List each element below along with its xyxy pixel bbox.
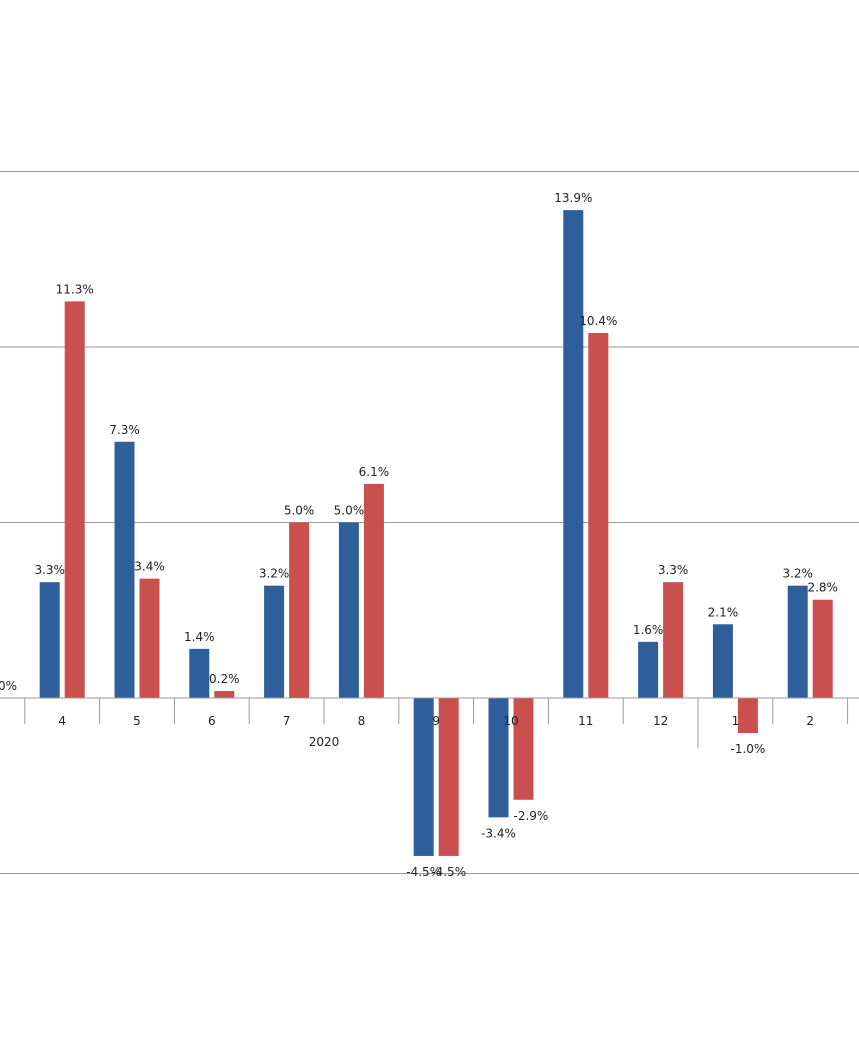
data-label: 2.8%	[807, 581, 838, 595]
bar	[663, 582, 684, 698]
data-label: 0.0%	[0, 679, 17, 693]
bar	[289, 522, 310, 698]
bar	[139, 578, 160, 698]
data-labels: 3.3% 7.3% 1.4% 3.2% 5.0% -4.5% -3.4% 13.9% 1.6% 2…	[0, 191, 838, 879]
category-label: 4	[58, 714, 66, 728]
bar	[39, 582, 60, 698]
bar	[712, 624, 733, 698]
category-label: 12	[653, 714, 668, 728]
data-label: -4.5%	[406, 865, 441, 879]
category-label: 7	[283, 714, 291, 728]
data-label: 1.4%	[184, 630, 215, 644]
category-label: 8	[358, 714, 366, 728]
bar	[189, 648, 210, 698]
bar	[114, 441, 135, 698]
bar	[513, 698, 534, 800]
data-label: -2.9%	[514, 809, 549, 823]
bar	[413, 698, 434, 856]
data-label: -1.0%	[730, 742, 765, 756]
data-label: -4.5%	[431, 865, 466, 879]
data-label: 3.2%	[782, 567, 813, 581]
data-label: 6.1%	[359, 465, 390, 479]
data-label: 5.0%	[284, 504, 315, 518]
bar	[488, 698, 509, 818]
bar	[812, 599, 833, 698]
data-label: 0.2%	[209, 672, 240, 686]
data-label: 2.1%	[708, 605, 739, 619]
bar	[787, 585, 808, 698]
data-label: 3.3%	[34, 563, 65, 577]
data-label: 3.2%	[259, 567, 290, 581]
data-label: 3.4%	[134, 560, 165, 574]
data-label: 5.0%	[334, 504, 365, 518]
bar	[737, 698, 758, 734]
category-label: 1	[732, 714, 740, 728]
data-label: 7.3%	[109, 423, 140, 437]
data-label: -3.4%	[481, 826, 516, 840]
category-label: 11	[578, 714, 593, 728]
bars	[39, 210, 833, 856]
bar	[588, 332, 609, 698]
data-label: 1.6%	[633, 623, 664, 637]
bar	[64, 301, 85, 698]
bar	[363, 483, 384, 698]
category-label: 6	[208, 714, 216, 728]
category-label: 9	[432, 714, 440, 728]
data-label: 3.3%	[658, 563, 689, 577]
data-label: 10.4%	[579, 314, 617, 328]
bar	[438, 698, 459, 856]
bar	[214, 690, 235, 698]
category-label: 2	[806, 714, 814, 728]
bar	[563, 210, 584, 699]
bar	[338, 522, 359, 698]
bar	[638, 641, 659, 698]
category-label: 5	[133, 714, 141, 728]
gridlines	[0, 171, 859, 874]
group-label: 2020	[309, 735, 340, 749]
bar	[264, 585, 285, 698]
data-label: 13.9%	[554, 191, 592, 205]
data-label: 11.3%	[56, 282, 94, 296]
category-label: 10	[503, 714, 518, 728]
